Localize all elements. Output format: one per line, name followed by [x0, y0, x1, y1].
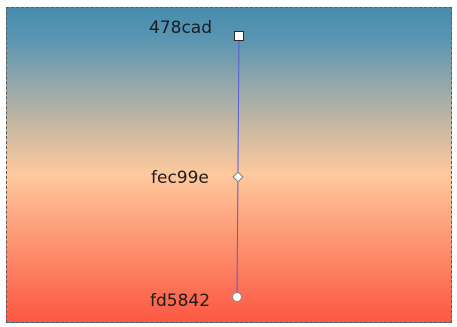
gradient-canvas[interactable]: [6, 7, 452, 323]
stop-label-top: 478cad: [149, 18, 213, 38]
stop-label-middle: fec99e: [151, 168, 209, 188]
gradient-end-handle[interactable]: [232, 292, 242, 302]
stop-label-bottom: fd5842: [150, 291, 211, 311]
gradient-start-handle[interactable]: [234, 31, 244, 41]
